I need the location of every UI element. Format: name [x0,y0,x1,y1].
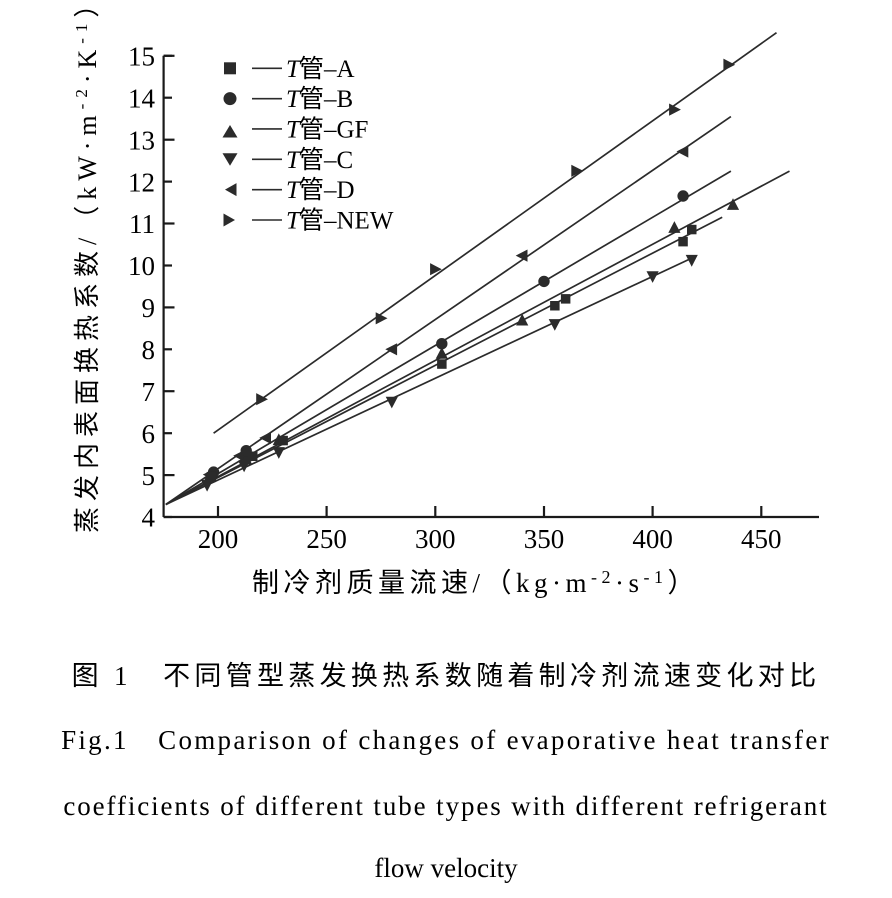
svg-text:管–D: 管–D [299,176,355,204]
svg-text:15: 15 [128,42,155,72]
svg-text:flow velocity: flow velocity [374,853,518,883]
svg-text:7: 7 [142,377,156,407]
svg-text:图 1 不同管型蒸发换热系数随着制冷剂流速变化对比: 图 1 不同管型蒸发换热系数随着制冷剂流速变化对比 [72,661,821,691]
svg-text:管–A: 管–A [299,55,355,83]
svg-text:管–GF: 管–GF [299,115,368,143]
svg-text:14: 14 [128,83,156,113]
svg-text:11: 11 [129,209,155,239]
svg-text:coefficients of different tube: coefficients of different tube types wit… [63,791,828,821]
svg-text:300: 300 [415,524,456,554]
svg-text:制冷剂质量流速/（kg·m-2·s-1）: 制冷剂质量流速/（kg·m-2·s-1） [252,567,699,598]
svg-text:管–B: 管–B [299,85,353,113]
svg-text:6: 6 [142,419,156,449]
svg-text:Fig.1 Comparison of changes of: Fig.1 Comparison of changes of evaporati… [61,725,831,755]
svg-text:12: 12 [128,167,155,197]
svg-text:200: 200 [198,524,239,554]
svg-text:400: 400 [632,524,673,554]
svg-text:10: 10 [128,251,155,281]
svg-text:管–C: 管–C [299,146,353,174]
svg-text:管–NEW: 管–NEW [299,207,394,235]
svg-text:4: 4 [142,503,156,533]
svg-text:350: 350 [524,524,565,554]
svg-text:5: 5 [142,461,156,491]
svg-text:250: 250 [306,524,347,554]
svg-text:13: 13 [128,125,155,155]
svg-text:450: 450 [741,524,782,554]
svg-text:8: 8 [142,335,156,365]
svg-text:9: 9 [142,293,156,323]
svg-text:蒸发内表面换热系数/（kW·m-2·K-1）: 蒸发内表面换热系数/（kW·m-2·K-1） [72,0,102,533]
